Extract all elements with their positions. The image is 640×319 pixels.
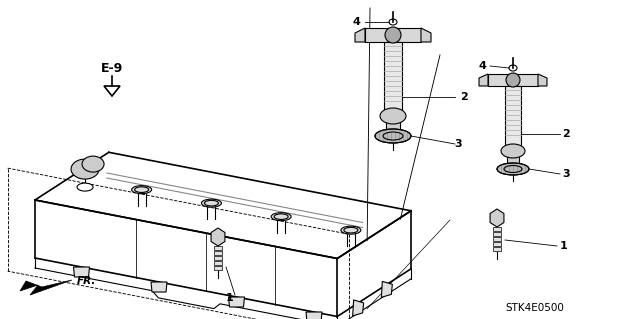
Ellipse shape <box>71 159 99 179</box>
Ellipse shape <box>497 163 529 175</box>
Polygon shape <box>353 300 364 316</box>
Text: STK4E0500: STK4E0500 <box>506 303 564 313</box>
Bar <box>493 227 501 231</box>
Ellipse shape <box>132 186 152 194</box>
Ellipse shape <box>341 226 361 234</box>
Text: 2: 2 <box>460 92 468 102</box>
Text: 3: 3 <box>454 139 461 149</box>
Text: 4: 4 <box>352 17 360 27</box>
Ellipse shape <box>77 183 93 191</box>
Text: 3: 3 <box>562 169 570 179</box>
Bar <box>214 251 222 255</box>
Ellipse shape <box>501 144 525 158</box>
Bar <box>214 246 222 250</box>
Bar <box>214 256 222 260</box>
Ellipse shape <box>380 108 406 124</box>
Polygon shape <box>35 200 337 316</box>
Polygon shape <box>490 209 504 227</box>
Bar <box>493 247 501 251</box>
Ellipse shape <box>82 156 104 172</box>
Bar <box>214 266 222 270</box>
Text: 1: 1 <box>560 241 568 251</box>
Text: E-9: E-9 <box>101 62 123 75</box>
Polygon shape <box>381 281 392 297</box>
Ellipse shape <box>271 213 291 221</box>
Bar <box>488 74 538 86</box>
Bar <box>386 120 400 135</box>
Text: 4: 4 <box>478 61 486 71</box>
Polygon shape <box>355 28 365 42</box>
Ellipse shape <box>385 27 401 43</box>
Polygon shape <box>306 312 322 319</box>
Text: 1: 1 <box>225 293 233 303</box>
Bar <box>493 237 501 241</box>
Bar <box>365 28 421 42</box>
Polygon shape <box>74 267 90 277</box>
Ellipse shape <box>506 73 520 87</box>
Ellipse shape <box>375 129 411 143</box>
Text: FR.: FR. <box>77 276 97 286</box>
Bar <box>507 155 519 168</box>
Polygon shape <box>211 228 225 246</box>
Bar <box>384 42 402 110</box>
Bar <box>214 261 222 265</box>
Bar <box>493 242 501 246</box>
Text: 2: 2 <box>562 129 570 139</box>
Ellipse shape <box>202 199 221 207</box>
Bar <box>493 232 501 236</box>
Polygon shape <box>20 280 72 295</box>
Bar <box>505 86 521 146</box>
Polygon shape <box>151 282 167 292</box>
Polygon shape <box>35 152 411 258</box>
Polygon shape <box>479 74 488 86</box>
Polygon shape <box>538 74 547 86</box>
Polygon shape <box>337 211 411 316</box>
Polygon shape <box>421 28 431 42</box>
Polygon shape <box>228 297 244 307</box>
